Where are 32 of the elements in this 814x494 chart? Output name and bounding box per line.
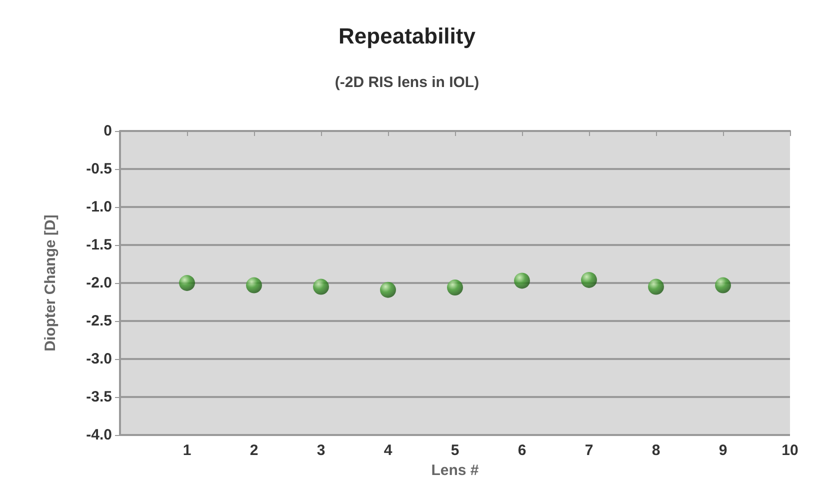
y-tick-label: -2.5 — [86, 312, 112, 330]
point — [648, 278, 664, 295]
y-tick-label: -1.5 — [86, 236, 112, 254]
point — [313, 278, 329, 295]
y-tick-label: -3.0 — [86, 350, 112, 368]
chart-title: Repeatability — [338, 24, 476, 48]
x-tick-label: 9 — [718, 442, 728, 459]
point — [179, 275, 195, 291]
y-tick-label: -1.0 — [86, 198, 112, 216]
x-tick-label: 1 — [182, 442, 192, 459]
x-tick-label: 4 — [384, 442, 393, 459]
y-tick-label: -0.5 — [86, 160, 112, 178]
x-tick-label: 10 — [782, 442, 798, 459]
x-tick-label: 3 — [316, 442, 326, 459]
point — [246, 277, 262, 294]
point — [715, 277, 731, 294]
point — [447, 280, 463, 296]
x-tick-label: 5 — [450, 442, 460, 459]
y-tick-label: 0 — [104, 122, 112, 140]
point — [581, 272, 597, 288]
y-tick-label: -4.0 — [86, 426, 112, 444]
x-tick-label: 8 — [652, 442, 660, 459]
x-tick-label: 2 — [250, 442, 258, 459]
y-tick-label: -3.5 — [86, 388, 112, 406]
x-tick-label: 7 — [584, 442, 594, 459]
y-axis-title: Diopter Change [D] — [42, 214, 59, 352]
x-tick-label: 6 — [518, 442, 526, 459]
y-tick-label: -2.0 — [86, 274, 112, 292]
point — [380, 282, 396, 298]
chart-subtitle: (-2D RIS lens in IOL) — [334, 74, 480, 91]
x-axis-title: Lens # — [431, 462, 480, 479]
point — [514, 272, 530, 289]
